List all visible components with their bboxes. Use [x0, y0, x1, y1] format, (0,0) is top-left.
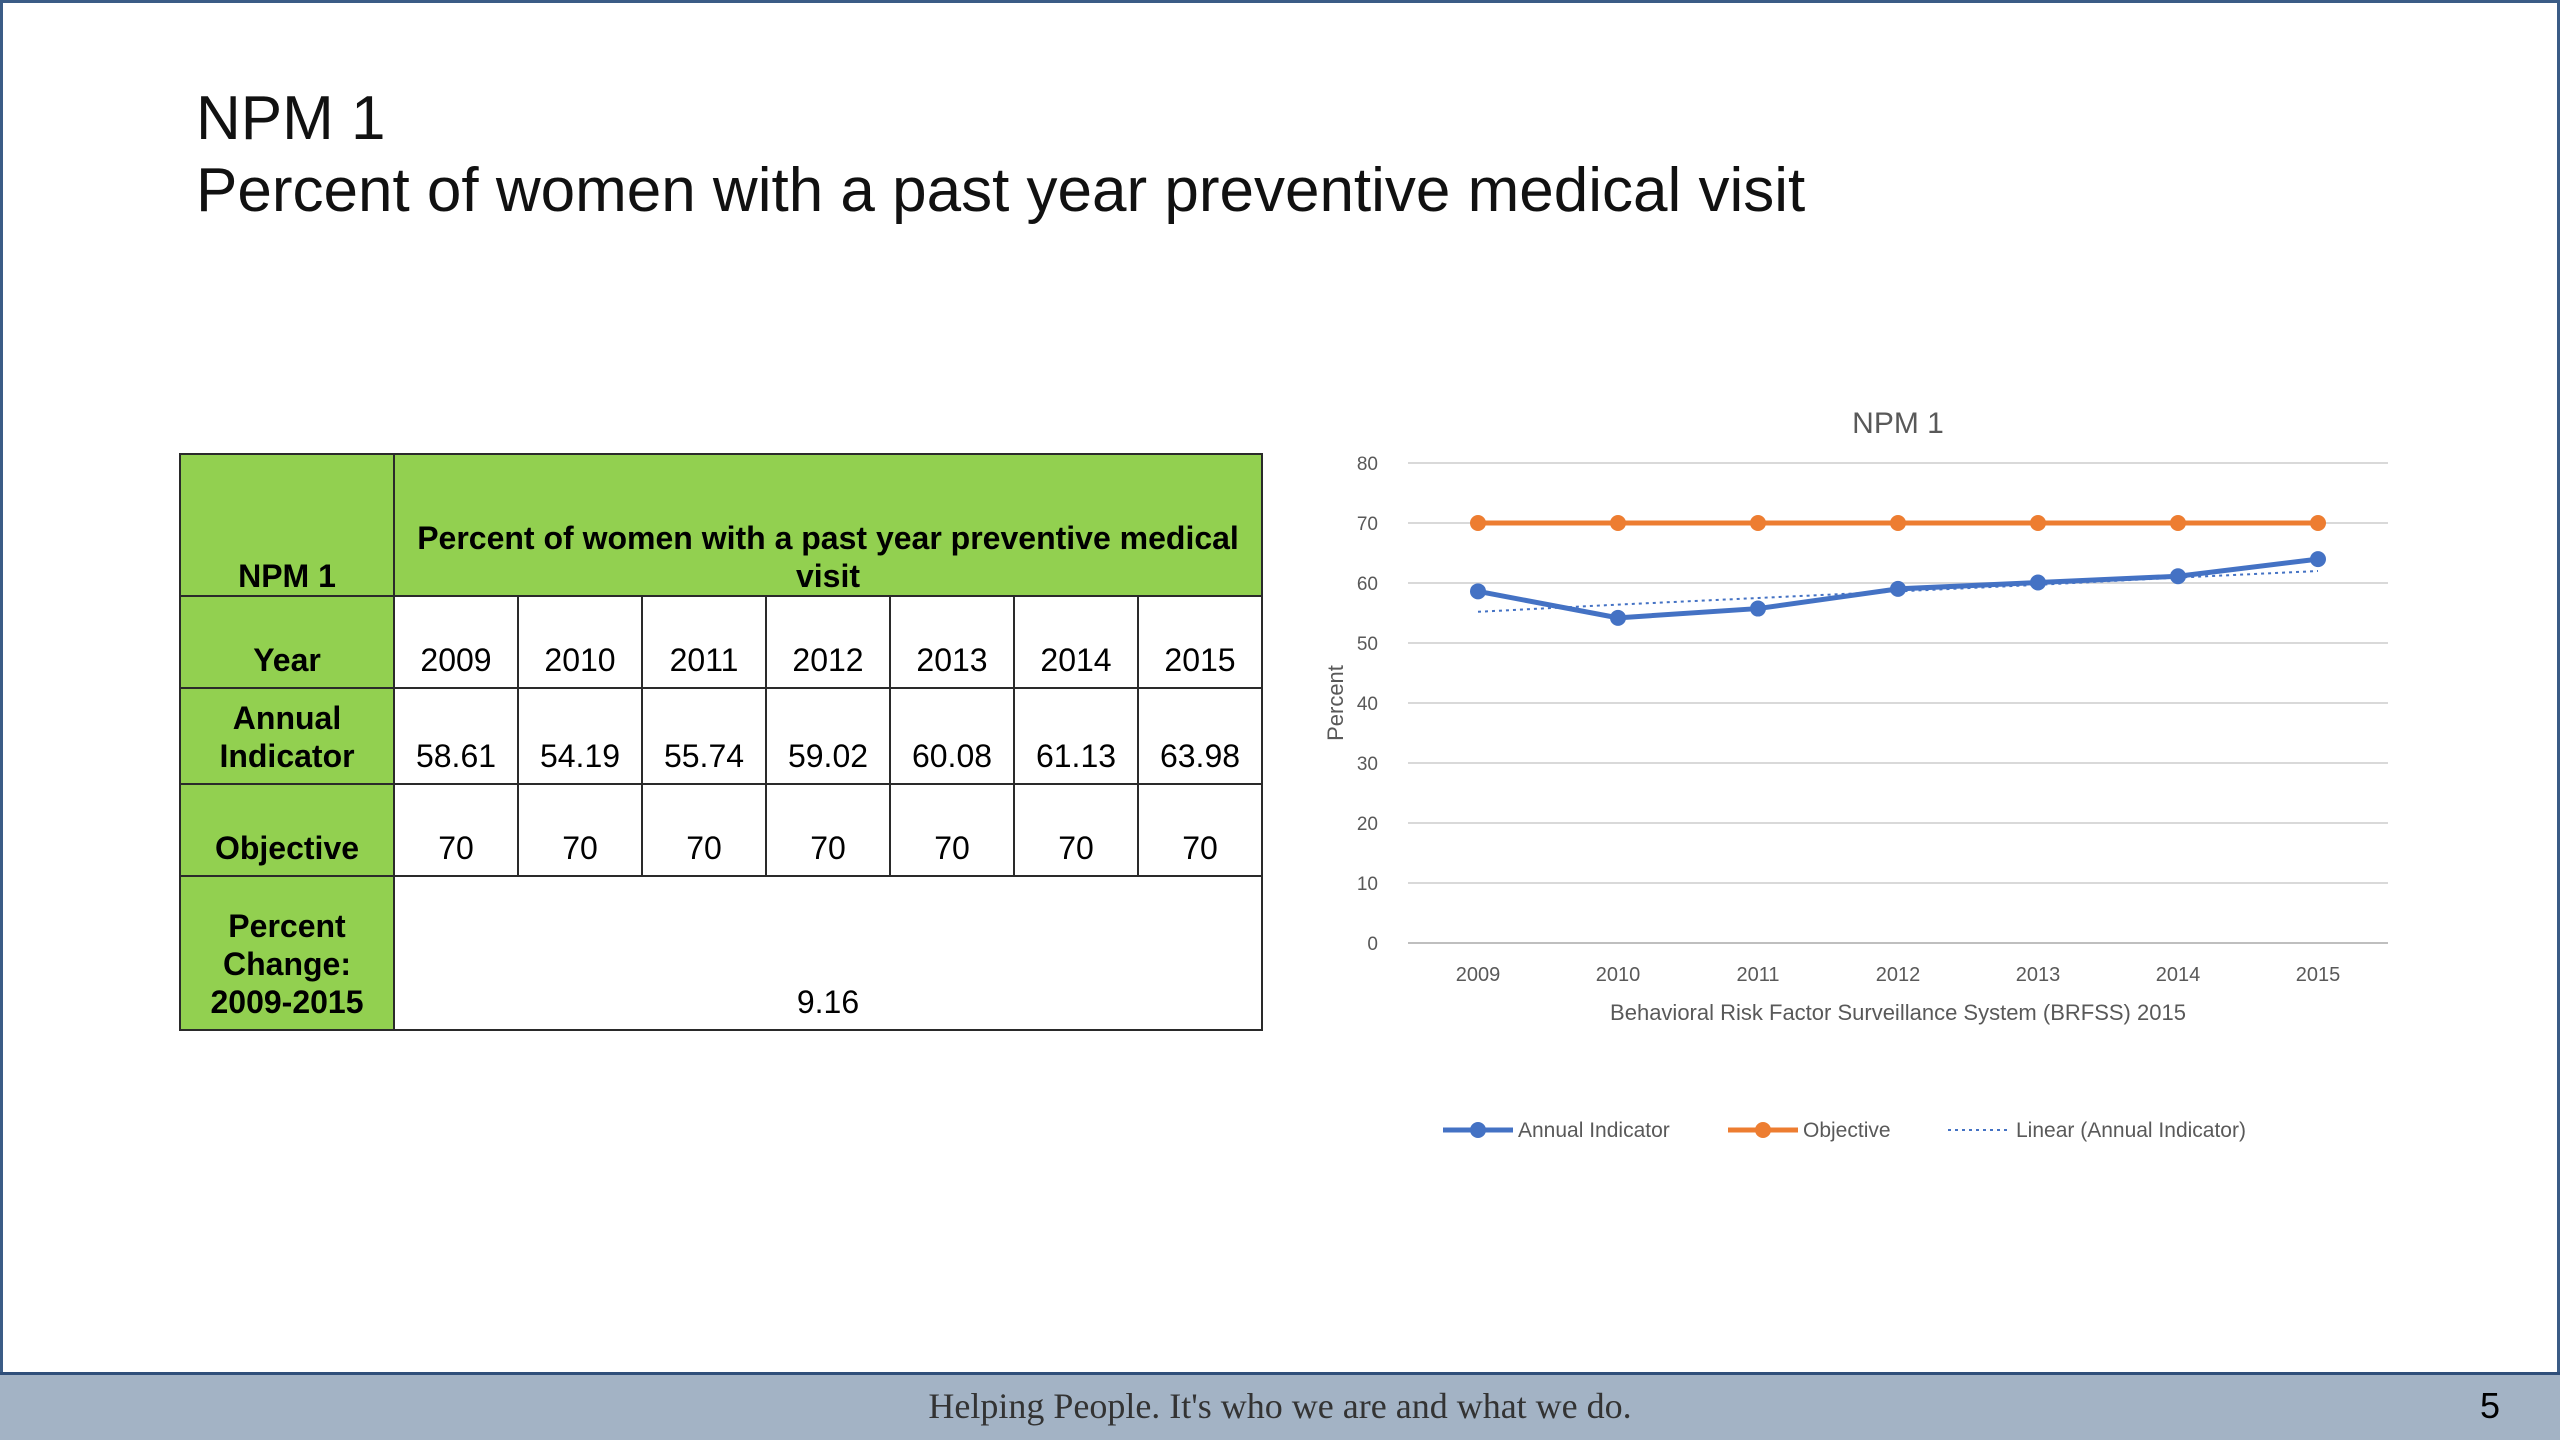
annual-cell: 55.74	[641, 687, 767, 785]
data-point	[1470, 583, 1486, 600]
chart-title: NPM 1	[1852, 407, 1944, 440]
table-row-year: Year 2009 2010 2011 2012 2013 2014 2015	[179, 595, 1263, 689]
x-tick-label: 2012	[1876, 964, 1921, 986]
x-tick-label: 2013	[2016, 964, 2061, 986]
annual-cell: 60.08	[889, 687, 1015, 785]
y-tick-label: 40	[1357, 694, 1378, 715]
y-axis-label: Percent	[1323, 665, 1348, 741]
table-header-label: NPM 1	[179, 453, 395, 597]
table-row-annual: Annual Indicator 58.61 54.19 55.74 59.02…	[179, 687, 1263, 785]
objective-cell: 70	[641, 783, 767, 877]
footer-bar: Helping People. It's who we are and what…	[0, 1372, 2560, 1440]
x-tick-label: 2014	[2156, 964, 2201, 986]
percent-change-label-line3: 2009-2015	[210, 984, 364, 1020]
annual-label: Annual Indicator	[179, 687, 395, 785]
data-point	[1610, 609, 1626, 626]
y-tick-label: 50	[1357, 634, 1378, 655]
year-cell: 2012	[765, 595, 891, 689]
year-cell: 2009	[393, 595, 519, 689]
objective-cell: 70	[765, 783, 891, 877]
data-point	[1610, 515, 1626, 531]
year-cell: 2013	[889, 595, 1015, 689]
percent-change-label-line2: Change:	[223, 946, 351, 982]
year-cell: 2014	[1013, 595, 1139, 689]
legend-label: Annual Indicator	[1518, 1119, 1670, 1142]
annual-label-line1: Annual	[232, 700, 342, 736]
page-number: 5	[2479, 1385, 2500, 1426]
slide-title-line2: Percent of women with a past year preven…	[196, 156, 1806, 225]
objective-cell: 70	[517, 783, 643, 877]
annual-cell: 58.61	[393, 687, 519, 785]
x-tick-label: 2009	[1456, 964, 1501, 986]
annual-cell: 59.02	[765, 687, 891, 785]
table-header-row: NPM 1 Percent of women with a past year …	[179, 453, 1263, 597]
data-point	[2170, 568, 2186, 585]
legend-label: Linear (Annual Indicator)	[2016, 1119, 2246, 1142]
y-tick-label: 10	[1357, 874, 1378, 895]
y-tick-label: 0	[1367, 934, 1378, 955]
annual-cell: 63.98	[1137, 687, 1263, 785]
y-tick-label: 80	[1357, 454, 1378, 475]
y-tick-label: 20	[1357, 814, 1378, 835]
annual-cell: 54.19	[517, 687, 643, 785]
year-cell: 2015	[1137, 595, 1263, 689]
x-tick-label: 2010	[1596, 964, 1641, 986]
table-row-objective: Objective 70 70 70 70 70 70 70	[179, 783, 1263, 877]
y-tick-label: 70	[1357, 514, 1378, 535]
data-point	[1890, 515, 1906, 531]
data-point	[2030, 515, 2046, 531]
x-axis-label: Behavioral Risk Factor Surveillance Syst…	[1610, 1000, 2186, 1025]
year-cell: 2010	[517, 595, 643, 689]
npm-table: NPM 1 Percent of women with a past year …	[179, 453, 1263, 1031]
data-point	[2170, 515, 2186, 531]
slide-title-line1: NPM 1	[196, 84, 386, 153]
objective-cell: 70	[1013, 783, 1139, 877]
objective-cell: 70	[1137, 783, 1263, 877]
year-label: Year	[179, 595, 395, 689]
chart-svg: NPM 1 0 10 20 30 40 50 60 70 80 2009 2010 2011 2012 20…	[1323, 407, 2388, 1142]
footer-text: Helping People. It's who we are and what…	[928, 1386, 1632, 1426]
data-point	[2030, 574, 2046, 591]
table-row-percent-change: Percent Change: 2009-2015 9.16	[179, 875, 1263, 1031]
x-tick-label: 2011	[1736, 964, 1779, 986]
legend-label: Objective	[1803, 1119, 1891, 1142]
x-tick-label: 2015	[2296, 964, 2341, 986]
data-point	[2310, 515, 2326, 531]
data-point	[1470, 515, 1486, 531]
annual-cell: 61.13	[1013, 687, 1139, 785]
legend-marker	[1755, 1122, 1771, 1138]
npm-chart: NPM 1 0 10 20 30 40 50 60 70 80 2009 2010 2011 2012 20…	[1303, 393, 2433, 1163]
legend-marker	[1470, 1122, 1486, 1138]
annual-label-line2: Indicator	[219, 738, 355, 774]
percent-change-label: Percent Change: 2009-2015	[179, 875, 395, 1031]
data-point	[1750, 600, 1766, 617]
data-point	[2310, 551, 2326, 568]
data-point	[1890, 580, 1906, 597]
slide-title: NPM 1 Percent of women with a past year …	[196, 83, 1805, 227]
table-header-title: Percent of women with a past year preven…	[393, 453, 1263, 597]
data-point	[1750, 515, 1766, 531]
y-tick-label: 30	[1357, 754, 1378, 775]
objective-cell: 70	[393, 783, 519, 877]
objective-label: Objective	[179, 783, 395, 877]
year-cell: 2011	[641, 595, 767, 689]
objective-cell: 70	[889, 783, 1015, 877]
percent-change-value: 9.16	[393, 875, 1263, 1031]
percent-change-label-line1: Percent	[228, 908, 346, 944]
y-tick-label: 60	[1357, 574, 1378, 595]
